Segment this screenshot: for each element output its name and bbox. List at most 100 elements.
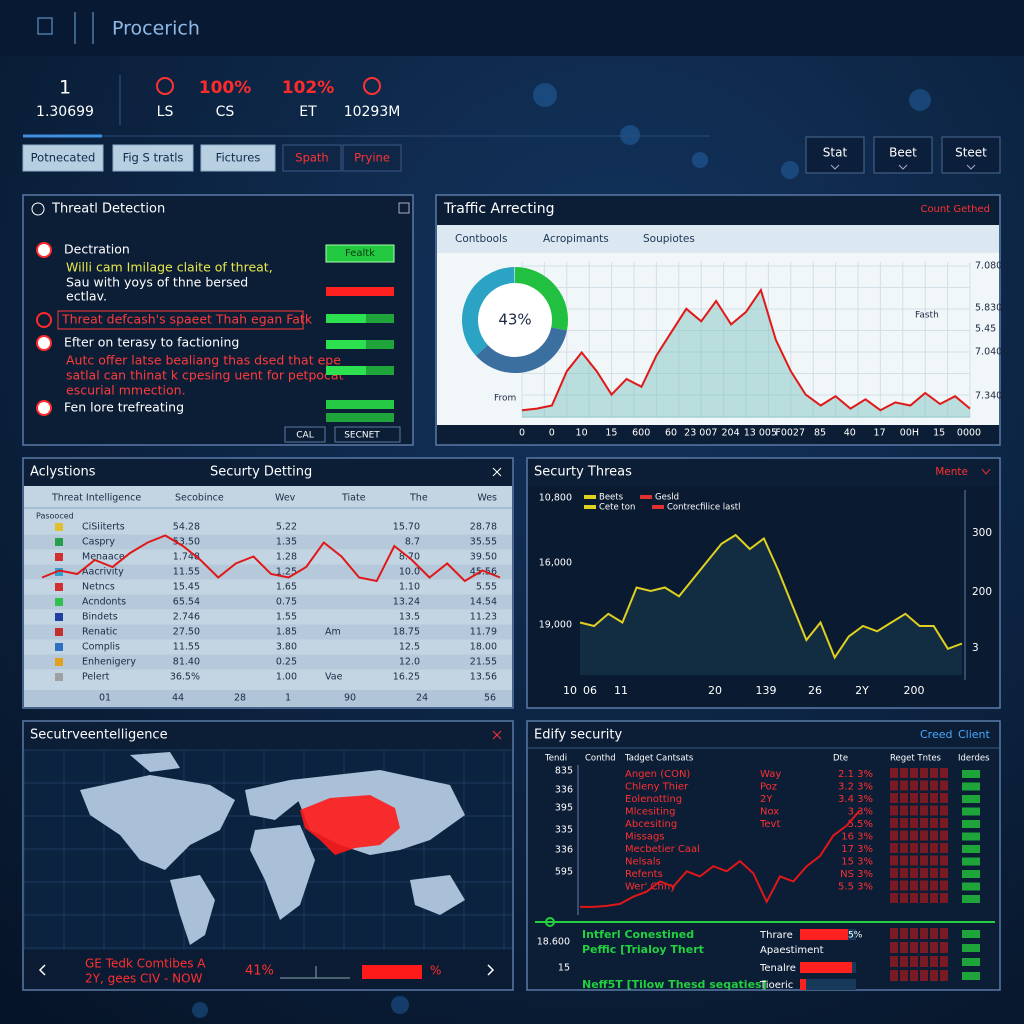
column-header: Conthd: [585, 754, 616, 764]
row-swatch: [55, 523, 63, 531]
cell: 1.55: [276, 612, 297, 623]
cell: 5.55: [476, 582, 497, 593]
tab-label[interactable]: Spath: [295, 151, 328, 165]
heat-cell: [890, 843, 898, 853]
rate: 3.2 3%: [838, 782, 873, 793]
rate: 3.4 3%: [838, 794, 873, 805]
filter[interactable]: Acropimants: [543, 233, 609, 245]
button-label[interactable]: Stat: [823, 146, 848, 160]
caret: [898, 164, 908, 170]
footer-button[interactable]: [284, 426, 326, 443]
y-label: 7.040: [975, 347, 1002, 358]
heat-cell: [940, 805, 948, 816]
panel-link[interactable]: Mente: [935, 466, 968, 478]
row-name: Acndonts: [82, 597, 126, 608]
traffic-line-area: [522, 290, 970, 418]
column-header: Wev: [275, 493, 296, 504]
bottom-tag: Tioeric: [759, 980, 793, 991]
x-label: 11: [614, 684, 628, 697]
button-label[interactable]: Steet: [955, 146, 987, 160]
cell: 5.22: [276, 522, 297, 533]
footer-button[interactable]: [334, 426, 401, 443]
heat-cell: [910, 880, 918, 891]
column-header: Tiate: [341, 493, 366, 504]
tab-label[interactable]: Fictures: [216, 151, 261, 165]
cell: 11.79: [470, 627, 497, 638]
heat-cell: [910, 956, 918, 967]
footer-label: 24: [416, 693, 428, 704]
filter[interactable]: Contbools: [455, 233, 507, 245]
heat-cell: [890, 942, 898, 953]
status-label[interactable]: Fealtk: [345, 248, 375, 259]
continent: [80, 775, 235, 870]
kind: Tevt: [759, 819, 780, 830]
button[interactable]: [873, 136, 933, 174]
heat-cell: [900, 843, 908, 853]
row-band: [24, 594, 512, 610]
status-badge: [962, 895, 980, 903]
status-bar: [326, 400, 394, 409]
status-badge: [962, 770, 980, 778]
heat-cell: [900, 805, 908, 816]
tab-label[interactable]: Pryine: [354, 151, 390, 165]
tab[interactable]: [22, 144, 104, 172]
heat-cell: [910, 928, 918, 939]
heat-cell: [940, 818, 948, 828]
row-name: CiSiiterts: [82, 522, 125, 533]
button-label[interactable]: Beet: [889, 146, 917, 160]
alert-text: GE Tedk Comtibes A: [85, 957, 206, 971]
status-button[interactable]: [325, 244, 395, 263]
heat-cell: [940, 843, 948, 853]
alert-icon: [36, 242, 52, 258]
heat-cell: [900, 830, 908, 841]
kind: Poz: [760, 782, 777, 793]
item: Chleny Thier: [625, 782, 689, 793]
status-badge: [962, 972, 980, 980]
cell: 1.28: [276, 552, 297, 563]
tab[interactable]: [200, 144, 276, 172]
tab-label[interactable]: Potnecated: [31, 151, 96, 165]
item: Nelsals: [625, 857, 661, 868]
bar-label: %: [430, 964, 441, 978]
heat-cell: [930, 793, 938, 803]
footer-label: 01: [99, 693, 111, 704]
item: Angen (CON): [625, 769, 690, 780]
panel-link[interactable]: Creed: [920, 728, 952, 741]
y-label: 7.340: [975, 391, 1002, 402]
footer-label[interactable]: CAL: [296, 431, 313, 441]
bar-fill: [800, 962, 852, 973]
side-label: Fasth: [915, 311, 939, 321]
stat-icon: [363, 77, 381, 95]
threat-text: escurial mmection.: [66, 383, 186, 398]
heat-cell: [920, 868, 928, 878]
panel-link[interactable]: Client: [958, 728, 991, 741]
cell: 1.748: [173, 552, 200, 563]
filter[interactable]: Soupiotes: [643, 233, 695, 245]
item: Abcesiting: [625, 819, 677, 830]
row-swatch: [55, 598, 63, 606]
tab[interactable]: [342, 144, 402, 172]
row-name: Caspry: [82, 537, 115, 548]
bar-fill: [800, 929, 848, 940]
cell: 0.75: [276, 597, 297, 608]
heat-cell: [920, 793, 928, 803]
bar-fill: [800, 979, 806, 990]
tab[interactable]: [282, 144, 342, 172]
panel-title: Aclystions: [30, 465, 96, 480]
y-label: 5.830: [975, 303, 1002, 314]
cell: 15.45: [173, 582, 200, 593]
button[interactable]: [805, 136, 865, 174]
button[interactable]: [941, 136, 1001, 174]
panel-link[interactable]: Count Gethed: [920, 204, 990, 215]
y-label: 10,800: [539, 493, 572, 504]
column-header: The: [409, 493, 428, 504]
tab-label[interactable]: Fig S tratls: [123, 151, 184, 165]
rate: 15 3%: [841, 857, 873, 868]
cell: 65.54: [173, 597, 200, 608]
cell: 11.55: [173, 642, 200, 653]
alert-icon: [36, 335, 52, 351]
heat-cell: [910, 830, 918, 841]
footer-label[interactable]: SECNET: [344, 431, 380, 441]
tab[interactable]: [112, 144, 194, 172]
cell: 18.75: [393, 627, 420, 638]
